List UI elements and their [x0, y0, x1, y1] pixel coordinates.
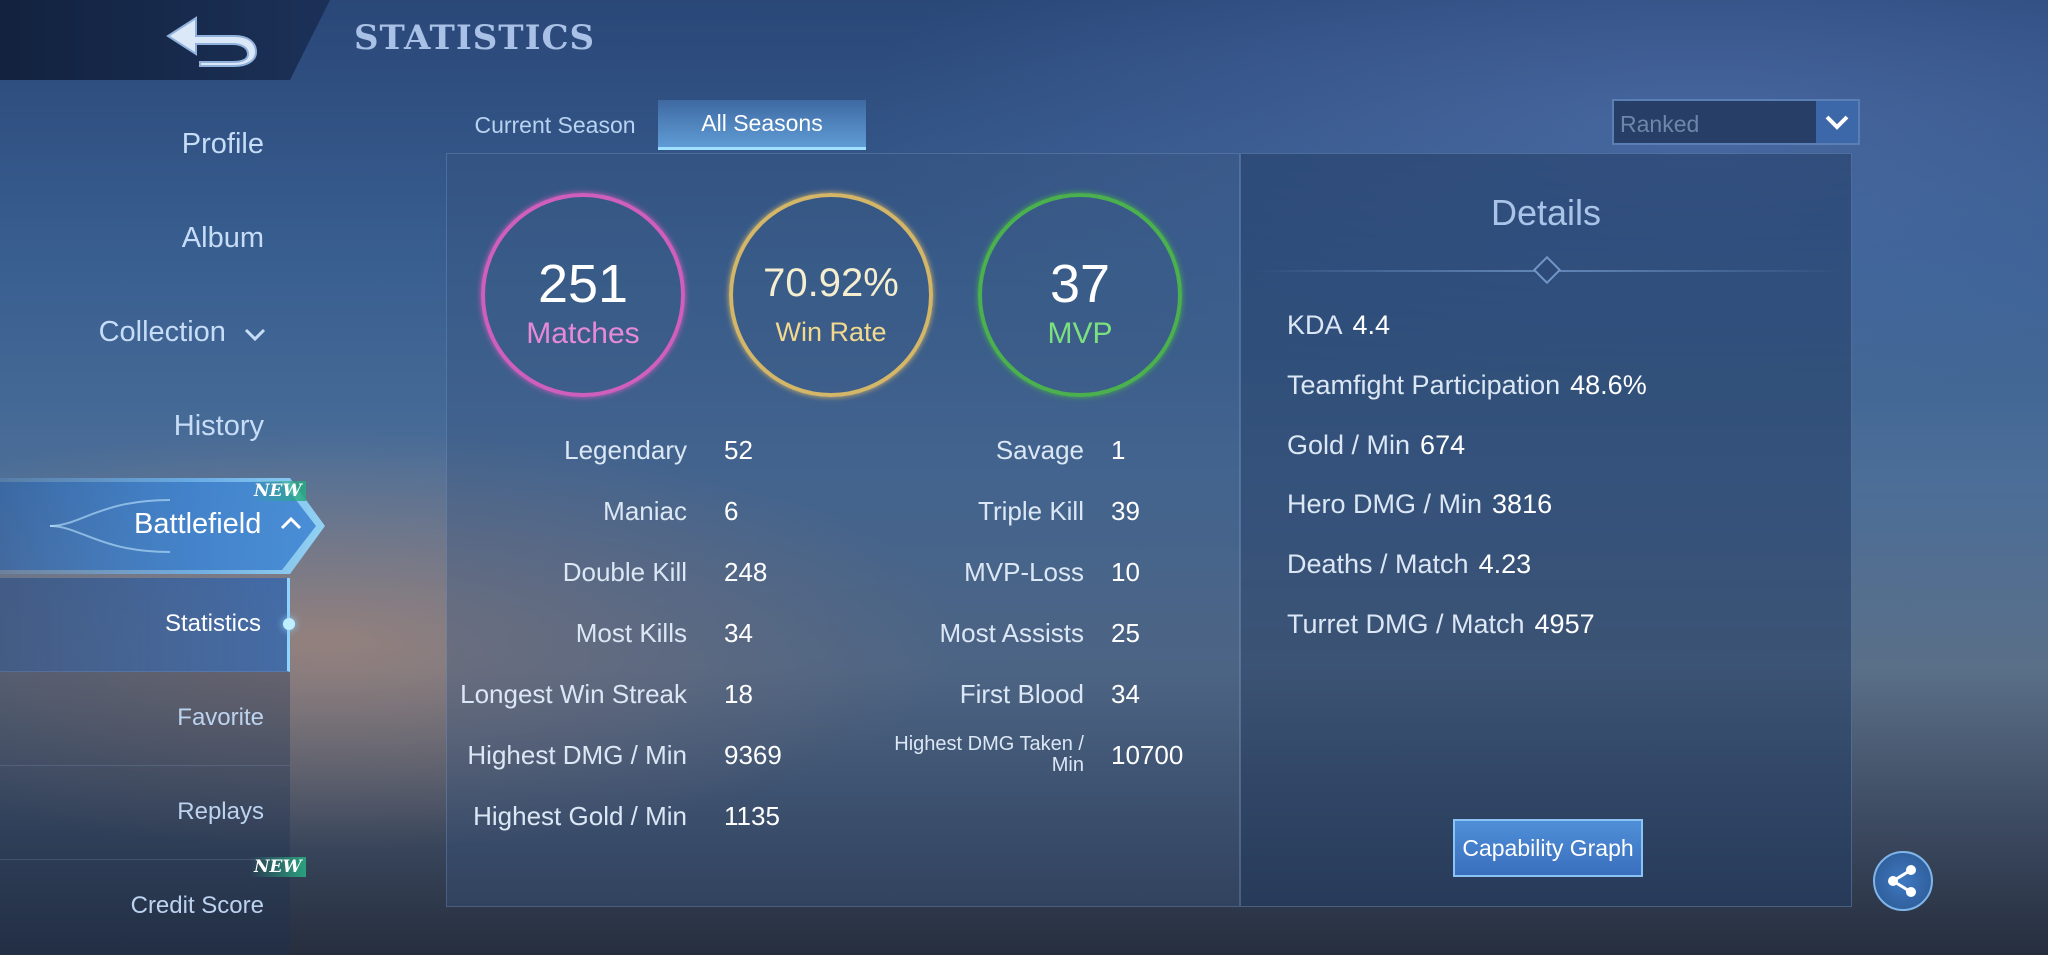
chevron-down-icon[interactable] [1816, 101, 1858, 143]
mvp-circle: 37 MVP [978, 193, 1182, 397]
diamond-ornament-icon [1532, 255, 1562, 285]
back-arrow-icon [166, 16, 258, 67]
mvp-label: MVP [1047, 317, 1113, 350]
sidebar-subitem-label: Credit Score [130, 892, 264, 919]
stat-value: 39 [1111, 496, 1140, 526]
details-title: Details [1490, 192, 1602, 233]
chevron-down-icon [244, 317, 266, 350]
mode-select[interactable]: Ranked [1612, 99, 1860, 145]
stat-label: Longest Win Streak [460, 679, 687, 709]
details-panel: Details KDA 4.4 Teamfight Participation 48… [1240, 153, 1852, 907]
ornament-icon [49, 499, 171, 553]
matches-value: 251 [537, 254, 629, 314]
sidebar-item-album[interactable]: Album [181, 222, 264, 254]
stat-label: MVP-Loss [964, 557, 1084, 587]
sidebar-subitem-statistics[interactable]: Statistics [0, 578, 295, 672]
stat-value: 1 [1111, 435, 1126, 465]
sidebar-subitem-label: Favorite [177, 704, 264, 731]
stat-label: Most Kills [575, 618, 687, 648]
stat-value: 248 [724, 557, 768, 587]
detail-value: 674 [1420, 430, 1466, 460]
stat-value: 34 [724, 618, 753, 648]
stat-label: Savage [995, 435, 1084, 465]
sidebar-item-label: Collection [98, 316, 226, 348]
stats-panel: 251 Matches 70.92% Win Rate 37 MVP Legen… [446, 153, 1240, 907]
detail-label: Deaths / Match [1287, 549, 1469, 579]
detail-row: Gold / Min 674 [1287, 430, 1465, 461]
stat-label: Highest DMG / Min [467, 740, 687, 770]
tab-current-season[interactable]: Current Season [474, 111, 636, 138]
stat-label: Maniac [603, 496, 687, 526]
detail-row: Teamfight Participation 48.6% [1287, 370, 1647, 401]
detail-label: Turret DMG / Match [1287, 609, 1525, 639]
capability-graph-button[interactable]: Capability Graph [1453, 819, 1643, 877]
stat-value: 52 [724, 435, 753, 465]
detail-label: KDA [1287, 310, 1343, 340]
sidebar-subitem-replays[interactable]: Replays [0, 766, 290, 860]
sidebar-submenu: Statistics Favorite Replays Credit Score [0, 578, 295, 955]
win-rate-circle: 70.92% Win Rate [729, 193, 933, 397]
detail-value: 4.23 [1478, 549, 1532, 579]
detail-row: KDA 4.4 [1287, 310, 1390, 341]
back-button[interactable] [155, 8, 265, 72]
sidebar-item-history[interactable]: History [173, 410, 264, 442]
stat-value: 9369 [724, 740, 782, 770]
stat-label: Highest Gold / Min [473, 801, 687, 831]
stat-label: Double Kill [562, 557, 687, 587]
mvp-value: 37 [1049, 254, 1111, 314]
stat-label: Legendary [564, 435, 687, 465]
sidebar: Profile Album Collection History [0, 80, 290, 955]
share-button[interactable] [1873, 851, 1933, 911]
matches-label: Matches [526, 317, 640, 350]
sidebar-subitem-label: Statistics [164, 610, 261, 637]
detail-label: Teamfight Participation [1287, 370, 1561, 400]
new-badge: NEW [250, 481, 306, 501]
sidebar-subitem-credit-score[interactable]: Credit Score [0, 860, 290, 954]
detail-value: 48.6% [1570, 370, 1647, 400]
chevron-up-icon [280, 516, 302, 535]
stat-value: 6 [724, 496, 739, 526]
sidebar-item-label: Battlefield [134, 508, 262, 540]
sidebar-item-profile[interactable]: Profile [181, 128, 264, 160]
detail-row: Hero DMG / Min 3816 [1287, 489, 1552, 520]
stat-value: 10700 [1111, 740, 1184, 770]
sidebar-subitem-label: Replays [177, 798, 264, 825]
stat-label: Most Assists [939, 618, 1084, 648]
back-tab-background [0, 0, 330, 80]
stat-label: Highest DMG Taken / Min [894, 733, 1084, 776]
tab-all-seasons[interactable]: All Seasons [658, 100, 866, 150]
win-rate-value: 70.92% [763, 261, 899, 305]
stat-label: First Blood [959, 679, 1084, 709]
detail-row: Deaths / Match 4.23 [1287, 549, 1531, 580]
detail-value: 4.4 [1352, 310, 1391, 340]
stat-value: 1135 [724, 801, 780, 831]
win-rate-label: Win Rate [775, 317, 887, 347]
active-indicator-dot [283, 618, 295, 630]
sidebar-item-collection[interactable]: Collection [99, 316, 266, 350]
detail-value: 4957 [1534, 609, 1595, 639]
page-title: STATISTICS [354, 18, 596, 58]
stat-value: 10 [1111, 557, 1140, 587]
share-icon [1888, 865, 1916, 897]
matches-circle: 251 Matches [481, 193, 685, 397]
stat-label: Triple Kill [978, 496, 1084, 526]
new-badge: NEW [250, 857, 306, 877]
detail-label: Gold / Min [1287, 430, 1411, 460]
stat-value: 25 [1111, 618, 1140, 648]
stat-value: 18 [724, 679, 753, 709]
mode-select-value: Ranked [1620, 111, 1700, 137]
detail-value: 3816 [1492, 489, 1553, 519]
detail-label: Hero DMG / Min [1287, 489, 1483, 519]
stat-value: 34 [1111, 679, 1140, 709]
sidebar-subitem-favorite[interactable]: Favorite [0, 672, 290, 766]
detail-row: Turret DMG / Match 4957 [1287, 609, 1595, 640]
